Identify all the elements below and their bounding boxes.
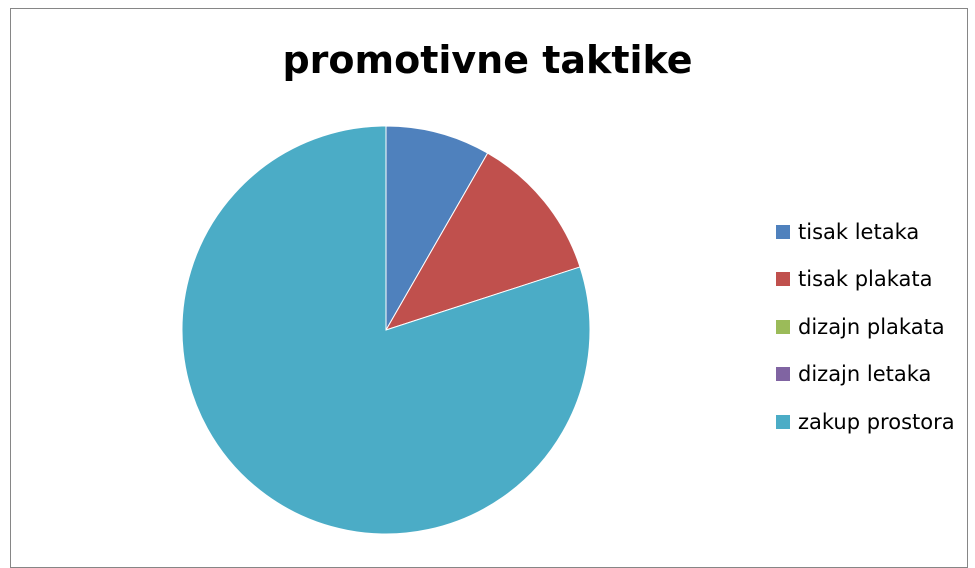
legend-swatch [776, 414, 790, 429]
legend-swatch [776, 272, 790, 286]
legend-label: dizajn plakata [798, 314, 945, 339]
legend-label: zakup prostora [798, 409, 955, 434]
legend-label: tisak letaka [798, 219, 920, 244]
legend-item: tisak letaka [776, 217, 966, 246]
legend-label: tisak plakata [798, 267, 933, 291]
chart-legend: tisak letaka tisak plakata dizajn plakata d… [776, 217, 966, 455]
pie-slice-zakup-prostora [181, 125, 591, 535]
pie-slice-tisak-letaka [385, 125, 489, 332]
legend-swatch [776, 367, 790, 381]
chart-title: promotivne taktike [282, 38, 693, 82]
legend-label: dizajn letaka [798, 362, 932, 386]
legend-item: zakup prostora [776, 407, 966, 436]
legend-item: dizajn letaka [776, 360, 966, 389]
legend-swatch [776, 319, 790, 334]
legend-item: dizajn plakata [776, 312, 966, 341]
legend-item: tisak plakata [776, 265, 966, 294]
pie-slice-tisak-plakata [384, 152, 581, 331]
pie-chart [181, 125, 591, 535]
legend-swatch [776, 224, 790, 239]
